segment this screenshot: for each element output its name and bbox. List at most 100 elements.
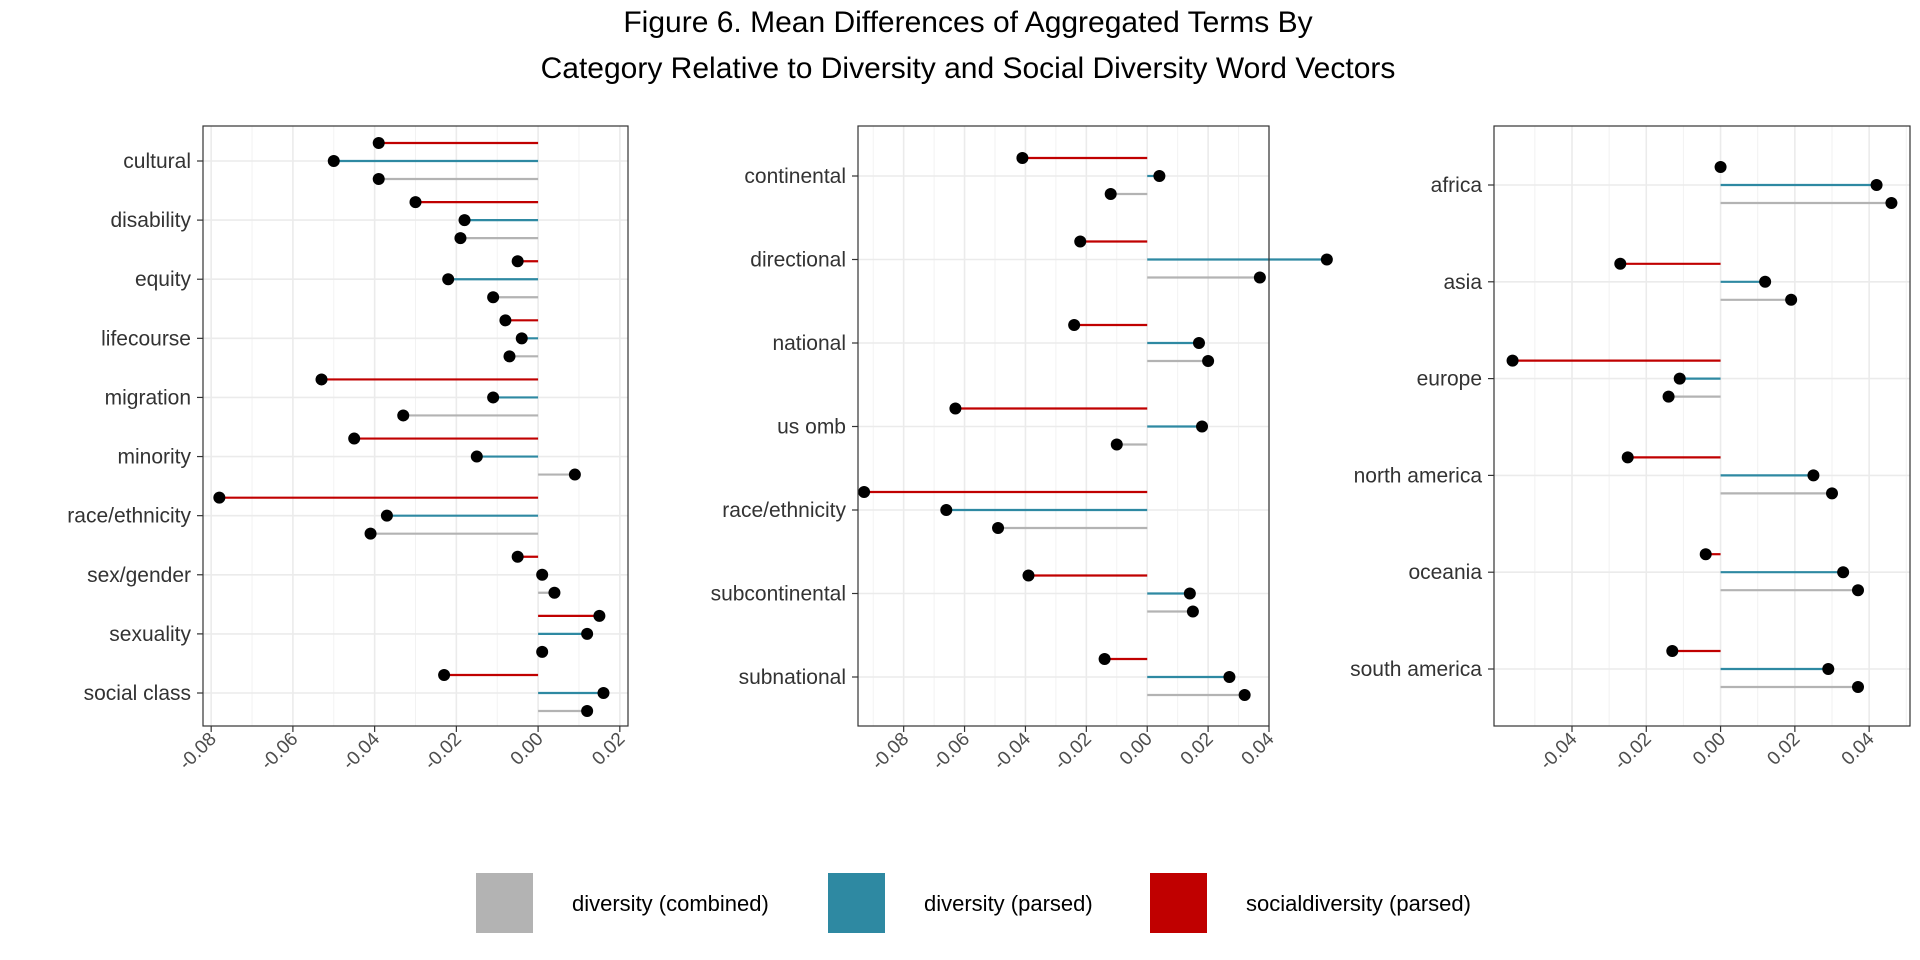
legend-key bbox=[476, 873, 533, 933]
legend-item: diversity (combined) bbox=[476, 873, 769, 933]
point-diversity-parsed bbox=[1223, 671, 1236, 683]
point-diversity-combined bbox=[1785, 293, 1798, 306]
x-tick-label: -0.04 bbox=[339, 728, 385, 774]
point-diversity-combined bbox=[1110, 438, 1123, 451]
point-socialdiversity-parsed bbox=[1016, 152, 1029, 164]
point-diversity-combined bbox=[397, 409, 410, 422]
category-label: minority bbox=[117, 446, 191, 469]
x-tick-label: -0.06 bbox=[929, 729, 974, 774]
point-socialdiversity-parsed bbox=[1068, 319, 1081, 331]
x-tick-label: -0.02 bbox=[420, 729, 465, 774]
legend-label: diversity (parsed) bbox=[924, 891, 1093, 916]
point-diversity-parsed bbox=[1320, 253, 1333, 266]
point-socialdiversity-parsed bbox=[438, 669, 451, 681]
panel-background bbox=[1494, 126, 1910, 726]
point-diversity-parsed bbox=[487, 391, 500, 404]
category-label: africa bbox=[1431, 174, 1483, 197]
category-label: race/ethnicity bbox=[722, 499, 846, 522]
point-diversity-parsed bbox=[581, 627, 594, 640]
legend: diversity (combined) diversity (parsed) so… bbox=[476, 873, 1471, 933]
point-diversity-parsed bbox=[470, 450, 483, 463]
point-socialdiversity-parsed bbox=[372, 137, 385, 149]
category-label: asia bbox=[1443, 271, 1482, 294]
point-diversity-parsed bbox=[458, 214, 471, 227]
panel-2: continental directional national us omb race… bbox=[711, 125, 1333, 774]
point-socialdiversity-parsed bbox=[1506, 354, 1519, 367]
point-diversity-combined bbox=[1852, 681, 1864, 693]
point-socialdiversity-parsed bbox=[1074, 235, 1087, 248]
category-label: europe bbox=[1417, 368, 1482, 391]
x-tick-label: -0.02 bbox=[1610, 729, 1655, 774]
x-tick-label: 0.02 bbox=[588, 729, 629, 770]
x-tick-label: 0.02 bbox=[1177, 729, 1218, 770]
x-tick-label: -0.02 bbox=[1050, 729, 1095, 774]
point-socialdiversity-parsed bbox=[949, 402, 962, 415]
point-diversity-combined bbox=[1238, 689, 1251, 701]
category-label: equity bbox=[135, 268, 192, 291]
point-socialdiversity-parsed bbox=[213, 491, 226, 504]
category-label: migration bbox=[105, 386, 191, 409]
point-socialdiversity-parsed bbox=[593, 609, 606, 622]
point-diversity-combined bbox=[1186, 605, 1199, 618]
category-label: directional bbox=[750, 249, 846, 272]
point-diversity-combined bbox=[1885, 197, 1898, 209]
x-tick-label: -0.06 bbox=[257, 729, 302, 774]
point-diversity-parsed bbox=[1870, 179, 1883, 191]
legend-item: diversity (parsed) bbox=[828, 873, 1093, 933]
x-tick-label: 0.04 bbox=[1238, 728, 1279, 769]
category-label: south america bbox=[1350, 658, 1482, 681]
category-label: us omb bbox=[777, 416, 846, 439]
point-diversity-combined bbox=[536, 645, 549, 658]
point-socialdiversity-parsed bbox=[1699, 548, 1712, 561]
category-label: north america bbox=[1354, 464, 1483, 487]
point-diversity-parsed bbox=[327, 155, 340, 167]
x-tick-label: 0.02 bbox=[1763, 729, 1804, 770]
x-tick-label: 0.00 bbox=[1689, 729, 1730, 770]
point-diversity-combined bbox=[1826, 487, 1838, 500]
point-diversity-combined bbox=[487, 291, 500, 304]
point-diversity-parsed bbox=[1822, 663, 1835, 675]
category-label: disability bbox=[110, 209, 191, 232]
point-diversity-parsed bbox=[1153, 170, 1166, 182]
chart-title-line1: Figure 6. Mean Differences of Aggregated… bbox=[623, 6, 1312, 39]
category-label: sex/gender bbox=[87, 564, 191, 587]
category-label: national bbox=[772, 332, 846, 355]
point-socialdiversity-parsed bbox=[511, 550, 524, 563]
point-diversity-combined bbox=[1202, 355, 1215, 367]
point-diversity-combined bbox=[1253, 271, 1266, 284]
category-label: race/ethnicity bbox=[67, 505, 191, 528]
point-socialdiversity-parsed bbox=[409, 196, 422, 209]
category-label: sexuality bbox=[109, 623, 191, 646]
panel-border bbox=[202, 125, 629, 727]
x-tick-label: 0.04 bbox=[1838, 728, 1879, 769]
point-diversity-combined bbox=[568, 468, 581, 481]
point-diversity-parsed bbox=[536, 568, 549, 581]
legend-key bbox=[828, 873, 885, 933]
point-diversity-combined bbox=[992, 522, 1005, 534]
point-diversity-combined bbox=[454, 232, 467, 245]
point-socialdiversity-parsed bbox=[1022, 569, 1035, 582]
point-diversity-combined bbox=[1104, 188, 1117, 200]
legend-label: socialdiversity (parsed) bbox=[1246, 891, 1471, 916]
category-label: cultural bbox=[123, 150, 191, 173]
panel-3: africa asia europe north america oceania sout… bbox=[1350, 125, 1911, 774]
panels-layer: cultural disability equity lifecourse migrat… bbox=[67, 125, 1911, 774]
panel-border bbox=[1493, 125, 1911, 727]
point-diversity-parsed bbox=[1807, 469, 1820, 482]
category-label: lifecourse bbox=[101, 327, 191, 350]
x-tick-label: 0.00 bbox=[1116, 729, 1157, 770]
point-socialdiversity-parsed bbox=[1098, 653, 1111, 665]
x-tick-label: -0.08 bbox=[175, 729, 220, 774]
point-socialdiversity-parsed bbox=[1714, 161, 1727, 173]
category-label: continental bbox=[744, 165, 846, 188]
point-diversity-parsed bbox=[1759, 275, 1772, 288]
point-diversity-parsed bbox=[1196, 420, 1209, 433]
chart-title-line2: Category Relative to Diversity and Socia… bbox=[541, 52, 1396, 85]
point-socialdiversity-parsed bbox=[1666, 645, 1679, 657]
point-socialdiversity-parsed bbox=[348, 432, 361, 445]
point-socialdiversity-parsed bbox=[315, 373, 328, 386]
point-diversity-parsed bbox=[1673, 372, 1686, 385]
category-label: subcontinental bbox=[711, 583, 846, 606]
x-tick-label: 0.00 bbox=[507, 729, 548, 770]
point-diversity-combined bbox=[581, 705, 594, 717]
